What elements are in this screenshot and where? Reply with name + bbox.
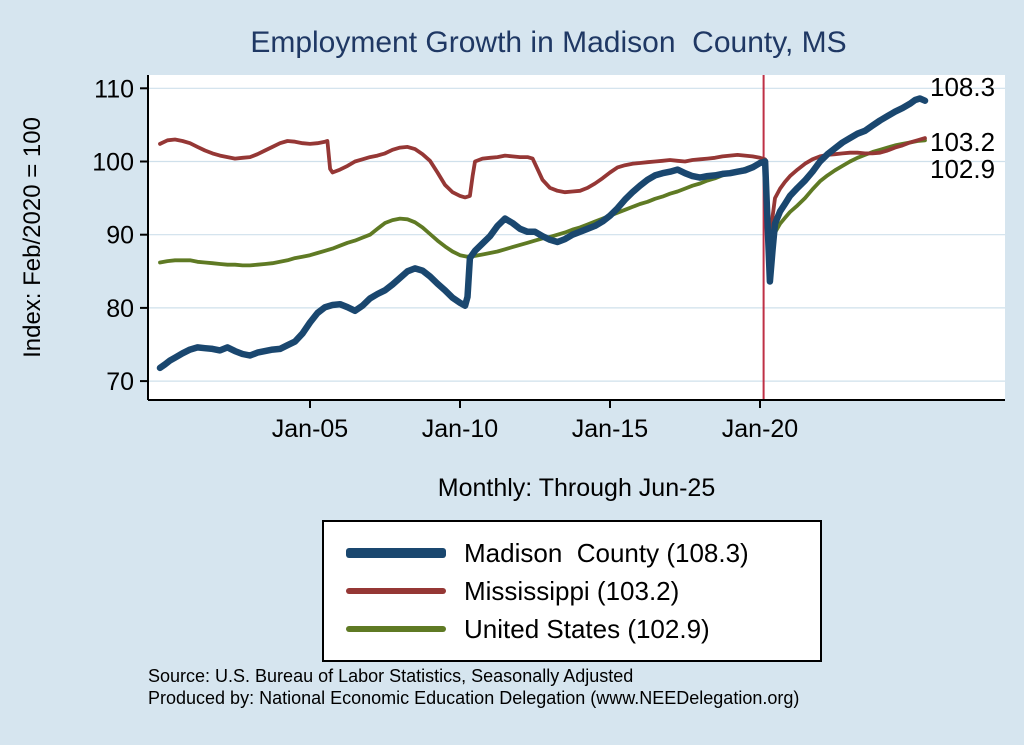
produced-by-note: Produced by: National Economic Education… — [148, 688, 800, 708]
legend-label-mississippi: Mississippi (103.2) — [464, 575, 680, 606]
x-tick-label: Jan-05 — [272, 415, 348, 443]
y-tick-label: 110 — [94, 75, 134, 103]
legend: Madison County (108.3) Mississippi (103.… — [322, 520, 822, 662]
series-end-label-united-states: 102.9 — [930, 154, 996, 184]
chart-subtitle: Monthly: Through Jun-25 — [437, 474, 716, 502]
x-tick-label: Jan-15 — [572, 415, 648, 443]
y-tick-label: 70 — [106, 368, 134, 396]
legend-label-madison: Madison County (108.3) — [464, 537, 749, 568]
y-tick-label: 80 — [106, 295, 134, 323]
legend-item-madison: Madison County (108.3) — [346, 534, 798, 572]
y-axis-title: Index: Feb/2020 = 100 — [19, 117, 46, 358]
series-end-label-mississippi: 103.2 — [930, 127, 996, 157]
legend-swatch-mississippi — [346, 587, 446, 595]
x-tick-label: Jan-20 — [722, 415, 798, 443]
y-tick-label: 100 — [92, 149, 134, 177]
legend-item-united-states: United States (102.9) — [346, 610, 798, 648]
legend-item-mississippi: Mississippi (103.2) — [346, 572, 798, 610]
legend-swatch-madison — [346, 548, 446, 558]
y-tick-label: 90 — [106, 222, 134, 250]
series-line-madison-county — [156, 95, 929, 372]
series-line-united-states — [158, 138, 927, 270]
series-line-mississippi — [158, 136, 927, 247]
legend-label-united-states: United States (102.9) — [464, 613, 710, 644]
page-title: Employment Growth in Madison County, MS — [250, 26, 847, 59]
source-note: Source: U.S. Bureau of Labor Statistics,… — [148, 666, 634, 686]
legend-swatch-united-states — [346, 625, 446, 633]
x-tick-label: Jan-10 — [422, 415, 498, 443]
series-end-label-madison: 108.3 — [930, 72, 996, 102]
